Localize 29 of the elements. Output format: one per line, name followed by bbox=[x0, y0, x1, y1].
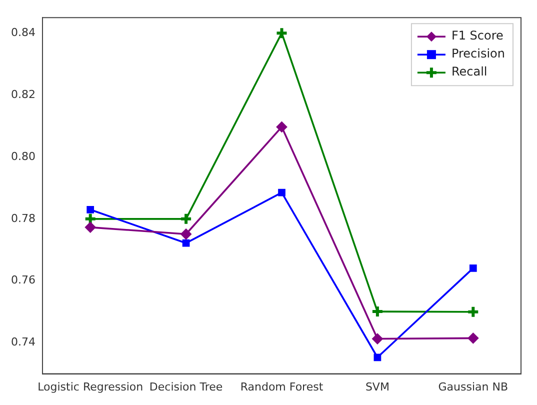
y-tick-label: 0.76 bbox=[10, 274, 36, 287]
point bbox=[180, 228, 192, 240]
point bbox=[370, 305, 384, 318]
point bbox=[86, 206, 94, 214]
y-tick-label: 0.78 bbox=[10, 212, 36, 225]
y-tick-label: 0.82 bbox=[10, 88, 36, 101]
legend-label: F1 Score bbox=[451, 28, 504, 43]
point bbox=[372, 333, 383, 344]
y-tick-label: 0.74 bbox=[10, 336, 36, 349]
x-tick-label: Logistic Regression bbox=[38, 380, 144, 394]
point bbox=[469, 264, 477, 272]
point bbox=[275, 26, 288, 40]
y-tick-label: 0.84 bbox=[10, 26, 36, 39]
point bbox=[278, 188, 286, 196]
legend-label: Recall bbox=[451, 64, 488, 79]
point bbox=[182, 239, 190, 247]
point bbox=[180, 212, 193, 226]
x-tick-label: Gaussian NB bbox=[438, 380, 508, 394]
point bbox=[468, 332, 479, 344]
legend-label: Precision bbox=[451, 46, 506, 61]
point bbox=[84, 222, 96, 233]
point bbox=[84, 212, 97, 226]
point bbox=[466, 305, 480, 318]
point bbox=[276, 121, 288, 132]
x-tick-label: Decision Tree bbox=[149, 380, 223, 394]
point bbox=[374, 354, 382, 362]
x-tick-label: Random Forest bbox=[240, 380, 324, 394]
x-tick-label: SVM bbox=[365, 380, 390, 394]
y-tick-label: 0.80 bbox=[10, 150, 36, 163]
